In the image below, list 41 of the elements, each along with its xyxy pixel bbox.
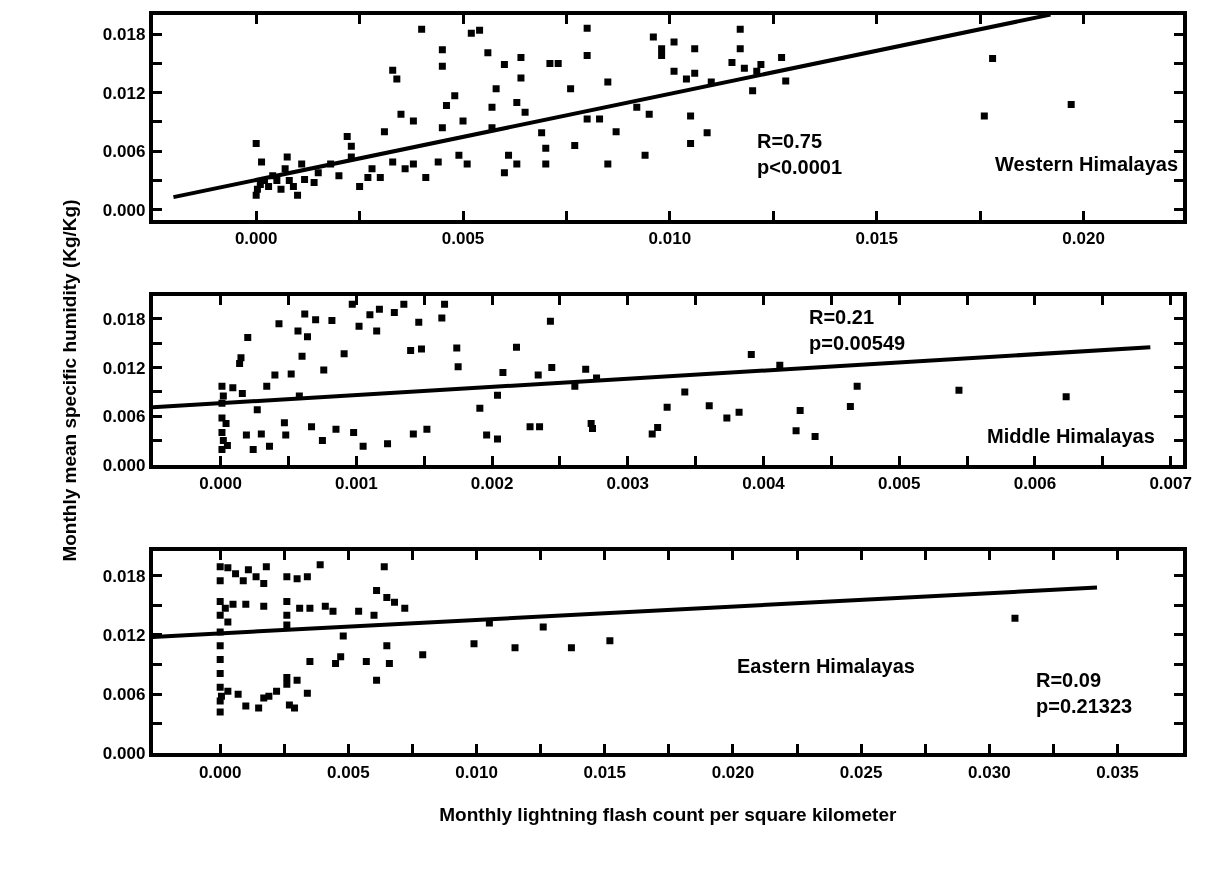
x-tick-label: 0.007 — [1149, 474, 1192, 494]
x-tick-label: 0.000 — [234, 228, 278, 248]
x-tick-label: 0.003 — [606, 474, 650, 494]
x-tick-label: 0.004 — [742, 474, 786, 494]
annotation: R=0.75 p<0.0001 — [757, 130, 843, 178]
x-tick-label: 0.010 — [455, 762, 498, 782]
y-tick-label: 0.006 — [102, 407, 146, 427]
annotation: R=0.09 p=0.21323 — [1036, 669, 1133, 717]
y-tick-label: 0.012 — [102, 358, 146, 378]
x-tick-label: 0.035 — [1096, 762, 1139, 782]
y-tick-label: 0.000 — [102, 200, 146, 220]
y-tick-label: 0.018 — [102, 566, 146, 586]
y-tick-label: 0.012 — [102, 83, 146, 103]
y-tick-label: 0.006 — [102, 142, 146, 162]
x-tick-label: 0.006 — [1013, 474, 1057, 494]
annotation: Middle Himalayas — [987, 425, 1155, 447]
x-tick-label: 0.010 — [648, 228, 692, 248]
x-tick-label: 0.005 — [441, 228, 485, 248]
y-tick-label: 0.018 — [102, 25, 146, 45]
x-tick-label: 0.030 — [968, 762, 1011, 782]
x-tick-label: 0.005 — [877, 474, 921, 494]
y-tick-label: 0.012 — [102, 625, 146, 645]
x-tick-label: 0.005 — [327, 762, 370, 782]
x-axis-title: Monthly lightning flash count per square kilometer — [439, 804, 897, 826]
x-tick-label: 0.000 — [199, 474, 242, 494]
x-tick-label: 0.001 — [335, 474, 378, 494]
y-tick-label: 0.000 — [102, 455, 146, 475]
x-tick-label: 0.000 — [198, 762, 242, 782]
annotation: Eastern Himalayas — [737, 655, 915, 677]
x-tick-label: 0.020 — [711, 762, 755, 782]
y-tick-label: 0.000 — [102, 744, 146, 764]
x-tick-label: 0.015 — [583, 762, 627, 782]
x-tick-label: 0.002 — [470, 474, 514, 494]
annotation: R=0.21 p=0.00549 — [809, 306, 906, 354]
y-tick-label: 0.006 — [102, 685, 146, 705]
y-axis-title: Monthly mean specific humidity (Kg/Kg) — [59, 199, 81, 562]
x-tick-label: 0.020 — [1062, 228, 1105, 248]
x-tick-label: 0.025 — [839, 762, 883, 782]
y-tick-label: 0.018 — [102, 309, 146, 329]
annotation: Western Himalayas — [995, 153, 1179, 175]
x-tick-label: 0.015 — [855, 228, 899, 248]
